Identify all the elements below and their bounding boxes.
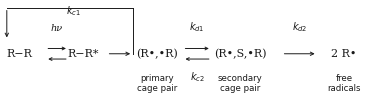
Text: R−R*: R−R* bbox=[67, 49, 99, 59]
Text: hν: hν bbox=[51, 24, 63, 33]
Text: (R•,S,•R): (R•,S,•R) bbox=[214, 49, 266, 59]
Text: $k_{c2}$: $k_{c2}$ bbox=[190, 70, 204, 84]
Text: primary
cage pair: primary cage pair bbox=[137, 74, 177, 93]
Text: 2 R•: 2 R• bbox=[331, 49, 357, 59]
Text: R−R: R−R bbox=[6, 49, 32, 59]
Text: $k_{d2}$: $k_{d2}$ bbox=[292, 20, 307, 34]
Text: secondary
cage pair: secondary cage pair bbox=[218, 74, 262, 93]
Text: $k_{c1}$: $k_{c1}$ bbox=[66, 4, 81, 18]
Text: (R•,•R): (R•,•R) bbox=[136, 49, 178, 59]
Text: free
radicals: free radicals bbox=[327, 74, 361, 93]
Text: $k_{d1}$: $k_{d1}$ bbox=[189, 20, 205, 34]
